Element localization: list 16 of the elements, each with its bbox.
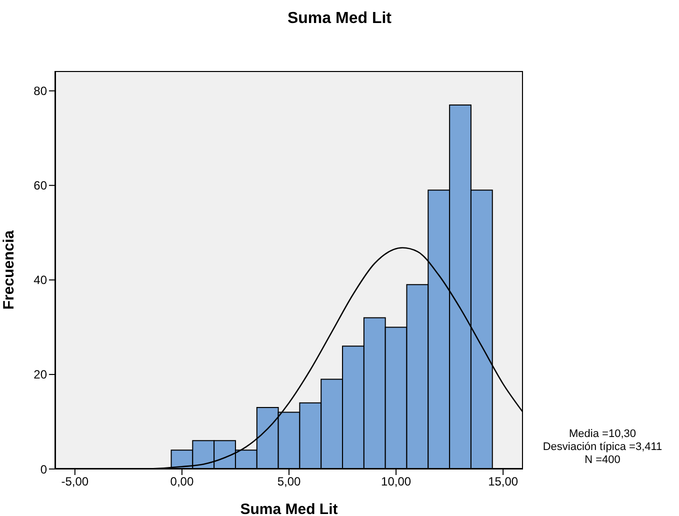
x-tick-label: 5,00 [277,474,301,489]
y-tick-label: 60 [34,178,48,193]
y-tick-label: 0 [40,462,48,476]
text: Media =10,30 [568,428,637,441]
y-axis-title: Frecuencia [0,230,18,310]
x-tick-label: -5,00 [61,474,89,489]
x-tick-label: 0,00 [170,474,194,489]
text: N =400 [584,454,622,467]
y-tick-label: 80 [34,84,48,98]
text: Desviación típica =3,411 [542,441,664,454]
x-tick-label: 15,00 [488,474,518,489]
y-tick-label: 40 [34,273,48,288]
x-axis-title: Suma Med Lit [240,501,338,516]
x-tick-label: 10,00 [381,474,412,489]
y-tick-label: 20 [34,368,48,382]
chart-title: Suma Med Lit [286,10,392,28]
